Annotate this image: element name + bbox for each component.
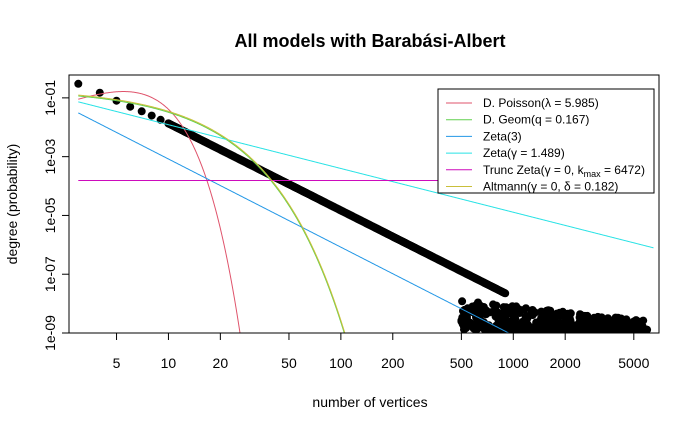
legend-label: Zeta(γ = 1.489): [483, 146, 565, 160]
data-point: [501, 289, 510, 298]
x-tick-label: 100: [329, 355, 353, 371]
data-point: [458, 297, 467, 306]
y-axis-label: degree (probability): [4, 144, 20, 265]
x-axis: 5 10 20 50 100 200 500 1000 2000 5000: [113, 332, 650, 371]
data-point: [147, 111, 156, 120]
data-point: [501, 304, 510, 313]
data-point: [475, 321, 484, 330]
data-point: [511, 314, 520, 323]
data-point: [535, 317, 543, 326]
y-tick-label: 1e-05: [42, 197, 58, 233]
data-point: [492, 301, 501, 310]
data-point: [458, 313, 467, 322]
data-point: [474, 312, 482, 321]
series-line-1: [78, 95, 345, 333]
data-point: [600, 319, 609, 328]
legend-box: [437, 88, 655, 194]
data-point: [483, 322, 491, 331]
x-tick-label: 20: [213, 355, 229, 371]
data-points: [74, 79, 652, 333]
y-tick-label: 1e-03: [42, 139, 58, 175]
chart-title: All models with Barabási-Albert: [234, 31, 505, 51]
y-tick-label: 1e-07: [42, 256, 58, 292]
data-point: [577, 311, 586, 319]
y-axis: 1e-09 1e-07 1e-05 1e-03 1e-01: [42, 80, 70, 351]
x-tick-label: 5000: [618, 355, 649, 371]
legend-label-part: = 6472): [601, 163, 645, 177]
legend-label: D. Poisson(λ = 5.985): [483, 96, 599, 110]
x-tick-label: 10: [161, 355, 177, 371]
x-tick-label: 500: [450, 355, 474, 371]
data-point: [542, 308, 551, 316]
data-point: [634, 317, 643, 326]
data-point: [643, 325, 652, 333]
data-point: [552, 309, 561, 318]
x-axis-label: number of vertices: [312, 394, 427, 410]
data-point: [521, 304, 530, 313]
data-point: [137, 107, 146, 116]
y-tick-label: 1e-01: [42, 80, 58, 116]
data-point: [95, 88, 104, 97]
data-point: [468, 302, 477, 311]
data-point: [528, 311, 537, 319]
legend: D. Poisson(λ = 5.985) D. Geom(q = 0.167) Z…: [437, 88, 655, 194]
data-point: [476, 301, 485, 310]
legend-label: Altmann(γ = 0, δ = 0.182): [483, 180, 618, 194]
data-point: [500, 317, 509, 326]
data-point: [583, 316, 592, 325]
y-tick-label: 1e-09: [42, 315, 58, 351]
series-line-3: [78, 101, 654, 249]
legend-label-part: max: [584, 169, 602, 179]
data-point: [607, 317, 616, 326]
x-tick-label: 50: [281, 355, 297, 371]
data-point: [462, 323, 471, 332]
x-tick-label: 1000: [498, 355, 529, 371]
legend-label: D. Geom(q = 0.167): [483, 113, 589, 127]
legend-label: Trunc Zeta(γ = 0, kmax = 6472): [483, 163, 645, 179]
series-line-0: [78, 91, 241, 333]
data-point: [483, 308, 492, 317]
data-point: [615, 315, 624, 324]
data-point: [491, 309, 500, 318]
x-tick-label: 200: [381, 355, 405, 371]
data-point: [74, 79, 83, 88]
x-tick-label: 5: [113, 355, 121, 371]
series-line-5: [78, 94, 346, 333]
data-point: [563, 309, 572, 318]
x-tick-label: 2000: [550, 355, 581, 371]
data-point: [126, 102, 135, 111]
legend-label: Zeta(3): [483, 129, 522, 143]
data-point: [515, 305, 524, 314]
legend-label-part: Trunc Zeta(γ = 0, k: [483, 163, 585, 177]
